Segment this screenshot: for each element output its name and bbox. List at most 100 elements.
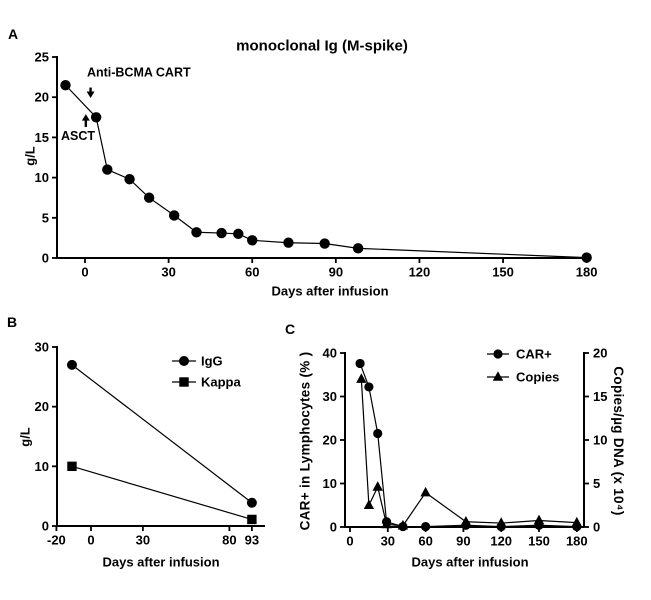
data-point-M-spike bbox=[90, 112, 102, 123]
data-point-IgG bbox=[246, 497, 257, 508]
series-line-M-spike bbox=[65, 84, 587, 259]
panel-c-letter: C bbox=[285, 321, 296, 337]
data-point-Copies bbox=[496, 517, 507, 527]
data-point-M-spike bbox=[143, 192, 155, 203]
tick-label: 0 bbox=[81, 265, 88, 280]
tick-label: 30 bbox=[136, 533, 150, 548]
panel-b-y-axis-label: g/L bbox=[17, 427, 33, 447]
data-point-Copies bbox=[372, 481, 383, 491]
tick-label: 150 bbox=[528, 534, 550, 549]
series-line-Copies bbox=[360, 379, 577, 527]
data-point-M-spike bbox=[168, 210, 180, 221]
series-line-CAR+ bbox=[359, 363, 577, 528]
data-point-CAR+ bbox=[373, 428, 383, 439]
tick-label: 15 bbox=[35, 130, 49, 145]
data-point-Copies bbox=[420, 486, 431, 497]
panel-a-x-axis-label: Days after infusion bbox=[271, 283, 389, 299]
data-point-Kappa bbox=[67, 461, 77, 472]
tick-label: -20 bbox=[47, 533, 66, 548]
data-point-Copies bbox=[533, 514, 545, 525]
data-point-Copies bbox=[381, 518, 392, 529]
tick-label: 0 bbox=[346, 534, 353, 549]
legend-label-Kappa: Kappa bbox=[201, 375, 242, 390]
tick-label: 120 bbox=[409, 265, 431, 280]
tick-label: 180 bbox=[576, 265, 598, 280]
annotation-arrow-head bbox=[81, 114, 90, 121]
data-point-M-spike bbox=[191, 227, 202, 238]
tick-label: 40 bbox=[323, 346, 337, 361]
tick-label: 0 bbox=[42, 519, 49, 534]
panel-a-title: monoclonal Ig (M-spike) bbox=[236, 37, 408, 55]
data-point-Copies bbox=[356, 373, 367, 383]
annotation-text: ASCT bbox=[61, 129, 95, 143]
tick-label: 90 bbox=[456, 534, 470, 549]
data-point-M-spike bbox=[216, 227, 227, 239]
tick-label: 90 bbox=[329, 265, 343, 280]
tick-label: 60 bbox=[418, 534, 432, 549]
tick-label: 20 bbox=[593, 346, 607, 361]
tick-label: 5 bbox=[42, 210, 49, 225]
tick-label: 60 bbox=[245, 265, 259, 280]
legend-marker-IgG bbox=[179, 356, 189, 366]
annotation-text: Anti-BCMA CART bbox=[87, 65, 191, 79]
tick-label: 20 bbox=[323, 433, 337, 448]
data-point-M-spike bbox=[102, 164, 113, 175]
panel-b-letter: B bbox=[7, 314, 18, 330]
data-point-CAR+ bbox=[364, 382, 374, 392]
data-point-CAR+ bbox=[355, 358, 365, 369]
data-point-Copies bbox=[571, 516, 582, 527]
tick-label: 80 bbox=[222, 533, 236, 548]
data-point-Copies bbox=[363, 499, 375, 510]
data-point-Kappa bbox=[247, 514, 257, 525]
data-point-M-spike bbox=[124, 174, 135, 185]
tick-label: 5 bbox=[593, 476, 600, 491]
tick-label: 0 bbox=[593, 520, 600, 535]
tick-label: 25 bbox=[35, 50, 49, 65]
data-point-Copies bbox=[460, 515, 472, 526]
tick-label: 120 bbox=[490, 534, 512, 549]
panel-a-y-axis-label: g/L bbox=[22, 146, 38, 166]
data-point-Copies bbox=[397, 519, 409, 530]
tick-label: 0 bbox=[42, 251, 49, 266]
tick-label: 20 bbox=[35, 90, 49, 105]
panel-c-x-axis-label: Days after infusion bbox=[411, 554, 529, 570]
data-point-M-spike bbox=[283, 237, 294, 248]
tick-label: 30 bbox=[35, 339, 49, 354]
tick-label: 20 bbox=[35, 399, 49, 414]
tick-label: 0 bbox=[87, 533, 94, 548]
tick-label: 180 bbox=[566, 534, 588, 549]
series-line-IgG bbox=[71, 364, 253, 504]
data-point-IgG bbox=[66, 359, 77, 370]
legend-marker-Kappa bbox=[179, 377, 189, 387]
panel-c-right-y-axis-label: Copies/µg DNA (x 10⁴) bbox=[610, 366, 626, 516]
legend-marker-CAR+ bbox=[493, 349, 503, 359]
tick-label: 10 bbox=[593, 433, 607, 448]
tick-label: 93 bbox=[245, 533, 259, 548]
legend-label-CAR+: CAR+ bbox=[516, 347, 552, 362]
tick-label: 30 bbox=[323, 389, 337, 404]
tick-label: 150 bbox=[492, 265, 514, 280]
tick-label: 10 bbox=[35, 459, 49, 474]
data-point-M-spike bbox=[581, 252, 592, 263]
data-point-M-spike bbox=[60, 79, 71, 91]
panel-c-left-y-axis-label: CAR+ in Lymphocytes (% ) bbox=[297, 351, 313, 531]
annotation-arrow-head bbox=[86, 91, 95, 99]
data-point-CAR+ bbox=[421, 521, 431, 532]
tick-label: 0 bbox=[330, 520, 337, 535]
panel-b-x-axis-label: Days after infusion bbox=[102, 554, 220, 570]
data-point-M-spike bbox=[352, 243, 364, 254]
legend-label-Copies: Copies bbox=[516, 370, 559, 385]
tick-label: 10 bbox=[323, 476, 337, 491]
data-point-M-spike bbox=[247, 235, 258, 246]
data-point-M-spike bbox=[319, 238, 330, 249]
series-line-Kappa bbox=[71, 465, 253, 521]
legend-label-IgG: IgG bbox=[201, 354, 223, 369]
panel-a-letter: A bbox=[8, 26, 19, 42]
tick-label: 15 bbox=[593, 389, 607, 404]
tick-label: 10 bbox=[35, 170, 49, 185]
tick-label: 30 bbox=[161, 265, 175, 280]
data-point-M-spike bbox=[233, 228, 244, 240]
legend-marker-Copies bbox=[492, 371, 504, 381]
